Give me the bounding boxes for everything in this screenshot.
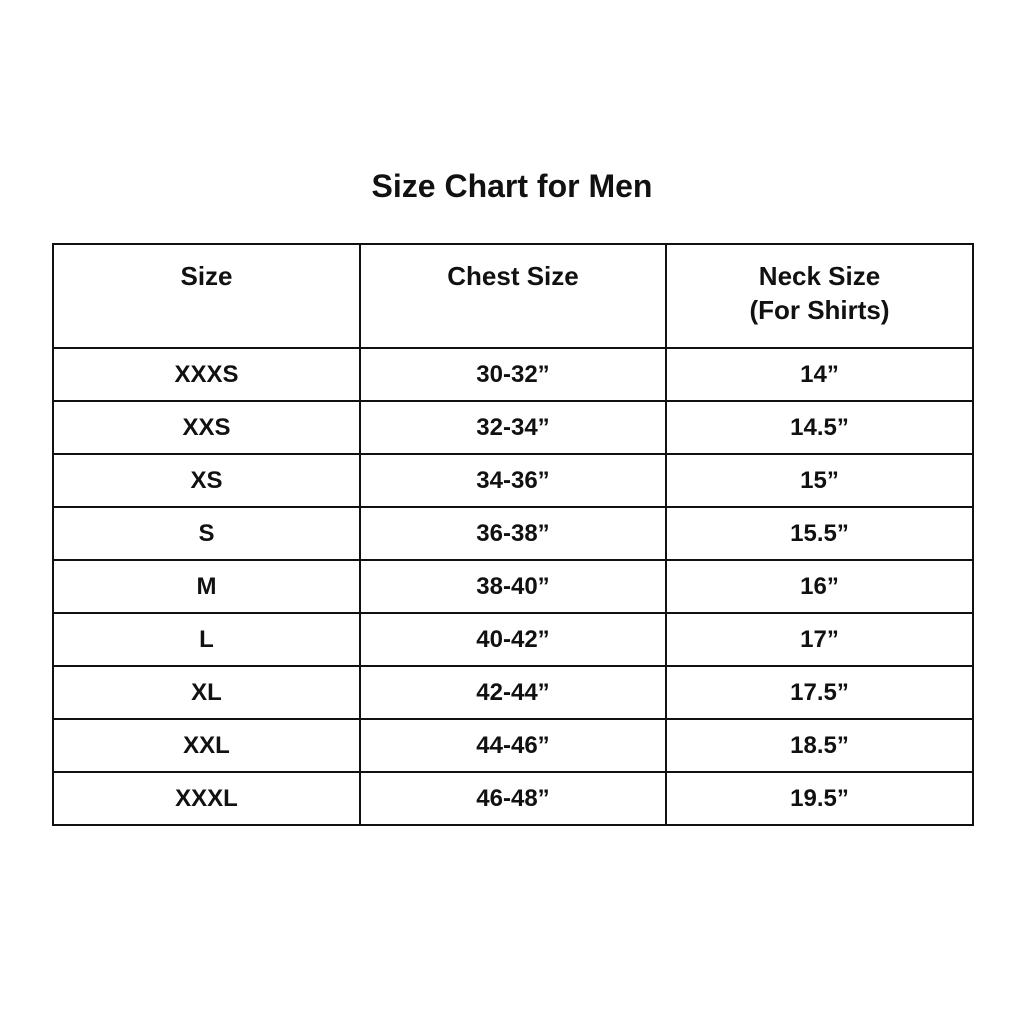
size-cell: XXS bbox=[52, 400, 361, 455]
table-row: XXXL 46-48” 19.5” bbox=[52, 771, 974, 826]
chest-size-cell: 40-42” bbox=[359, 612, 667, 667]
chest-size-cell: 46-48” bbox=[359, 771, 667, 826]
table-row: XXXS 30-32” 14” bbox=[52, 347, 974, 402]
page-title: Size Chart for Men bbox=[371, 168, 653, 204]
chest-size-cell: 38-40” bbox=[359, 559, 667, 614]
header-chest-label: Chest Size bbox=[447, 261, 579, 291]
size-cell: XL bbox=[52, 665, 361, 720]
table-row: XL 42-44” 17.5” bbox=[52, 665, 974, 720]
size-chart-table: Size Chest Size Neck Size (For Shirts) X… bbox=[52, 243, 974, 826]
table-row: XXL 44-46” 18.5” bbox=[52, 718, 974, 773]
neck-size-cell: 15” bbox=[665, 453, 974, 508]
neck-size-cell: 17.5” bbox=[665, 665, 974, 720]
chest-size-cell: 44-46” bbox=[359, 718, 667, 773]
header-row: Size Chest Size Neck Size (For Shirts) bbox=[52, 243, 974, 349]
size-cell: XXXL bbox=[52, 771, 361, 826]
header-size: Size bbox=[52, 243, 361, 349]
size-cell: M bbox=[52, 559, 361, 614]
table-row: S 36-38” 15.5” bbox=[52, 506, 974, 561]
size-cell: XXL bbox=[52, 718, 361, 773]
table-row: XXS 32-34” 14.5” bbox=[52, 400, 974, 455]
neck-size-cell: 14.5” bbox=[665, 400, 974, 455]
chest-size-cell: 34-36” bbox=[359, 453, 667, 508]
header-chest-size: Chest Size bbox=[359, 243, 667, 349]
table-row: M 38-40” 16” bbox=[52, 559, 974, 614]
size-cell: L bbox=[52, 612, 361, 667]
header-size-label: Size bbox=[180, 261, 233, 291]
neck-size-cell: 19.5” bbox=[665, 771, 974, 826]
neck-size-cell: 18.5” bbox=[665, 718, 974, 773]
size-cell: XXXS bbox=[52, 347, 361, 402]
chest-size-cell: 36-38” bbox=[359, 506, 667, 561]
neck-size-cell: 17” bbox=[665, 612, 974, 667]
table-row: XS 34-36” 15” bbox=[52, 453, 974, 508]
chest-size-cell: 42-44” bbox=[359, 665, 667, 720]
table-row: L 40-42” 17” bbox=[52, 612, 974, 667]
header-neck-sublabel: (For Shirts) bbox=[749, 295, 890, 325]
size-cell: XS bbox=[52, 453, 361, 508]
chest-size-cell: 32-34” bbox=[359, 400, 667, 455]
neck-size-cell: 15.5” bbox=[665, 506, 974, 561]
header-neck-size: Neck Size (For Shirts) bbox=[665, 243, 974, 349]
chest-size-cell: 30-32” bbox=[359, 347, 667, 402]
header-neck-label: Neck Size bbox=[758, 261, 881, 291]
neck-size-cell: 14” bbox=[665, 347, 974, 402]
neck-size-cell: 16” bbox=[665, 559, 974, 614]
size-cell: S bbox=[52, 506, 361, 561]
